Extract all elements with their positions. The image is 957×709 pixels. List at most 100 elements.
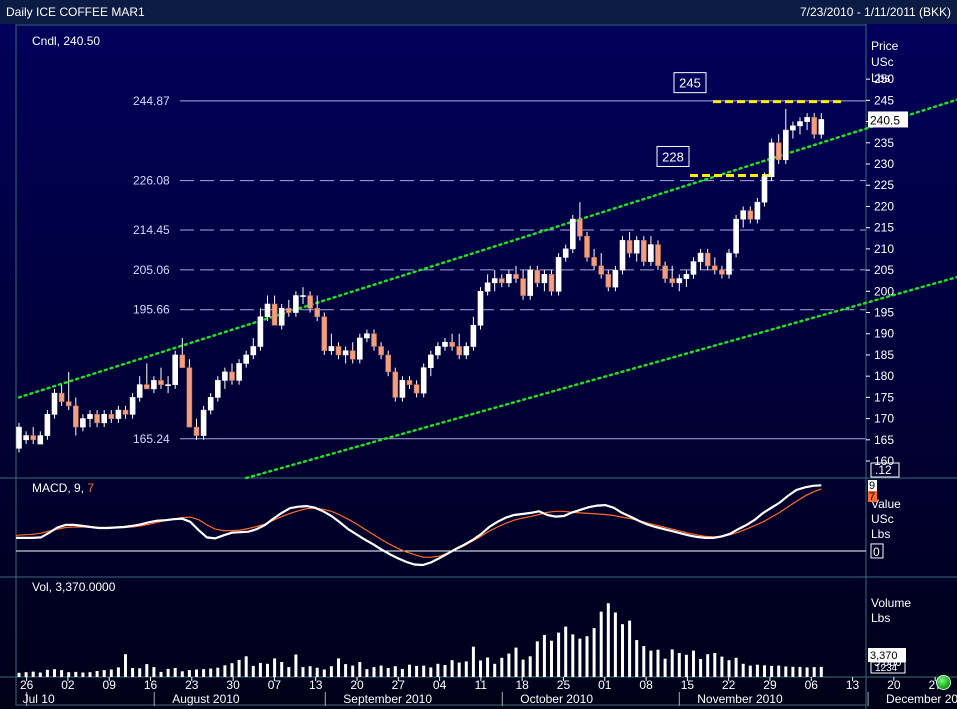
candle-body [229, 371, 235, 381]
candle-body [534, 269, 541, 284]
candle-body [470, 324, 477, 347]
axes-layer: 1601651701751801851901952002052102152202… [20, 39, 957, 706]
date-label: 20 [887, 678, 901, 692]
candle-body [314, 307, 321, 318]
zero-box [870, 543, 884, 559]
last-price-box [868, 111, 908, 128]
volume-panel-label: Vol, 3,370.0000 [32, 580, 116, 594]
status-indicator-icon[interactable] [936, 675, 951, 690]
candle-body [527, 269, 534, 296]
candle-body [44, 414, 51, 436]
price-tick-label: 230 [874, 157, 894, 171]
candle-body [754, 201, 761, 220]
month-label: August 2010 [172, 692, 240, 706]
candle-body [136, 384, 143, 398]
candle-body [612, 269, 619, 288]
price-tick-label: 220 [874, 199, 894, 213]
candle-body [186, 367, 193, 428]
candle-body [463, 346, 470, 356]
date-label: 30 [226, 678, 240, 692]
candle-body [520, 278, 526, 296]
candle-body [179, 354, 186, 368]
candle-body [719, 269, 725, 275]
candle-body [768, 142, 775, 178]
macd-axis-title: Lbs [871, 527, 890, 541]
macd-axis-title: Value [871, 497, 901, 511]
candle-body [811, 117, 818, 135]
signal-value-box [868, 491, 877, 502]
price-axis-title: Lbs [871, 71, 890, 85]
price-tick-label: 200 [874, 284, 894, 298]
volume-panel [17, 603, 823, 677]
candle-body [222, 371, 228, 381]
candle-body [555, 257, 562, 292]
date-label: 15 [681, 678, 695, 692]
date-label: 25 [557, 678, 571, 692]
target-box [656, 145, 690, 167]
candle-body [477, 291, 484, 326]
candle-body [484, 282, 491, 292]
candle-body [598, 265, 605, 275]
candle-body [669, 278, 676, 284]
candle-body [456, 346, 463, 356]
candle-body [158, 380, 164, 385]
candle-body [58, 392, 65, 402]
level-label: 205.06 [133, 263, 170, 277]
level-label: 244.87 [133, 94, 170, 108]
candle-body [307, 295, 313, 309]
candle-body [264, 303, 271, 318]
level-label: 195.66 [133, 303, 170, 317]
candle-body [435, 346, 441, 356]
candle-body [151, 380, 157, 390]
candle-body [655, 244, 661, 267]
month-label: October 2010 [520, 692, 593, 706]
candle-body [349, 350, 356, 360]
date-label: 04 [433, 678, 447, 692]
candle-body [790, 125, 796, 131]
candle-body [591, 257, 597, 267]
candle-body [321, 316, 328, 352]
candle-body [648, 244, 654, 262]
candle-body [250, 346, 257, 356]
channel-upper-line [17, 98, 957, 399]
price-tick-label: 190 [874, 327, 894, 341]
price-tick-label: 165 [874, 433, 894, 447]
macd-readout: .12 [875, 463, 892, 477]
candle-body [711, 265, 718, 271]
candle-body [640, 240, 647, 262]
price-panel[interactable] [16, 35, 957, 480]
level-label: 214.45 [133, 223, 170, 237]
zero-label: 0 [873, 545, 880, 559]
candle-body [392, 371, 399, 398]
candle-body [65, 401, 72, 407]
candle-body [300, 295, 306, 297]
chart-canvas[interactable]: 1601651701751801851901952002052102152202… [0, 24, 957, 709]
macd-axis-title: USc [871, 512, 894, 526]
price-tick-label: 180 [874, 369, 894, 383]
candle-body [726, 252, 732, 275]
price-tick-label: 250 [874, 72, 894, 86]
price-tick-label: 160 [874, 454, 894, 468]
date-label: 18 [516, 678, 530, 692]
candle-body [683, 274, 690, 279]
macd-line [16, 484, 822, 567]
signal-value: 7 [869, 491, 875, 503]
candle-body [378, 346, 384, 356]
candle-body [73, 405, 79, 428]
chart-background [0, 24, 957, 709]
channel-lower-line [244, 275, 957, 480]
candle-body [101, 414, 107, 424]
text-layer: 165.24 195.66 205.06 214.45 226.08 244.87 228 2… [32, 34, 707, 594]
grid-layer [180, 100, 866, 440]
price-tick-label: 185 [874, 348, 894, 362]
level-label: 165.24 [133, 432, 170, 446]
candle-body [293, 295, 299, 313]
candle-body [619, 240, 626, 271]
date-label: 22 [722, 678, 736, 692]
candle-body [51, 392, 58, 415]
candle-body [172, 354, 178, 385]
candle-body [328, 346, 335, 352]
date-label: 13 [309, 678, 323, 692]
candle-body [80, 418, 86, 428]
candle-body [662, 265, 668, 279]
